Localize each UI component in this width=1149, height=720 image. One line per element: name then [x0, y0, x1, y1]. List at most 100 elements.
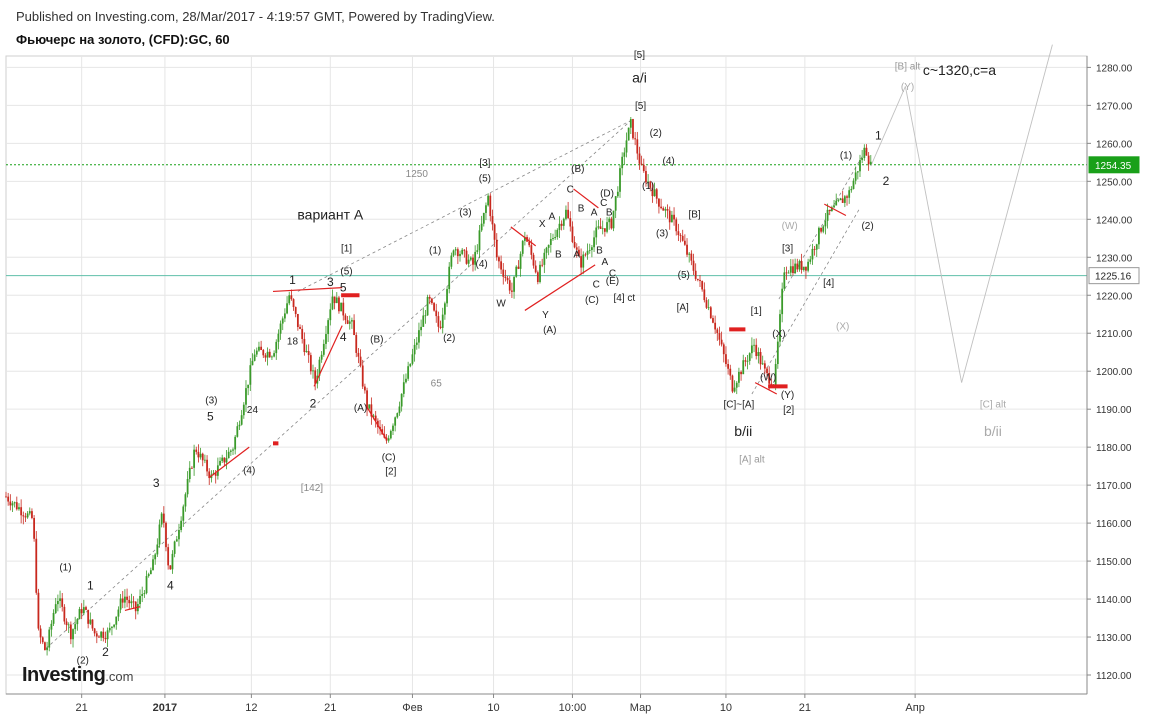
candle-body [253, 354, 256, 361]
candle-body [664, 209, 667, 211]
candle-body [266, 351, 269, 358]
candle-body [437, 316, 440, 327]
wave-label: (C) [585, 295, 599, 306]
wave-label: (E) [606, 276, 619, 287]
candle-body [20, 507, 23, 516]
candle-body [353, 320, 355, 336]
candle-body [517, 266, 520, 269]
candle-body [433, 303, 435, 311]
candle-body [699, 279, 701, 282]
candle-body [504, 276, 507, 278]
wave-label: b/ii [984, 423, 1002, 439]
last-price-badge [1088, 156, 1140, 174]
candle-body [355, 335, 358, 353]
candle-body [126, 596, 128, 600]
wave-label: [5] [635, 101, 646, 112]
candle-body [7, 496, 10, 502]
investing-logo: Investing.com [22, 664, 133, 687]
wave-label: X [539, 219, 546, 230]
candle-body [632, 119, 634, 139]
wave-label: (B) [571, 164, 584, 175]
candle-body [783, 272, 786, 289]
candle-body [195, 449, 198, 452]
projection-line [870, 86, 906, 167]
candle-body [363, 386, 366, 391]
reference-level-badge-label: 1225.16 [1095, 272, 1132, 283]
candles [5, 116, 872, 656]
wave-label: 1 [289, 273, 296, 287]
candle-body [536, 272, 539, 283]
wave-label: 65 [431, 378, 443, 389]
wave-label: C [567, 185, 574, 196]
candle-body [591, 247, 593, 251]
wave-label: (C) [382, 452, 396, 463]
candle-body [296, 313, 299, 327]
wave-label: [A] alt [739, 454, 765, 465]
candle-body [513, 276, 515, 292]
candle-body [121, 598, 124, 603]
wave-label: [4] [823, 278, 834, 289]
candle-body [521, 240, 524, 254]
y-axis: 1120.00 1130.00 1140.00 1150.00 1160.00 1170.… [1086, 56, 1140, 694]
wave-label: 4 [167, 579, 174, 593]
candle-body [288, 295, 291, 304]
candle-body [240, 415, 243, 425]
candle-body [608, 218, 611, 223]
x-tick-label: Апр [905, 702, 924, 714]
wave-label: A [602, 257, 609, 268]
candle-body [124, 596, 126, 603]
candle-body [219, 460, 221, 466]
reference-level-badge [1088, 267, 1140, 285]
candle-body [338, 297, 340, 312]
candle-body [495, 239, 498, 258]
y-tick-label: 1180.00 [1096, 443, 1132, 454]
wave-label: [2] [783, 405, 794, 416]
candle-body [597, 226, 600, 228]
candle-body [625, 140, 628, 153]
wave-label: (4) [476, 259, 488, 270]
candle-body [478, 230, 481, 251]
x-tick-label: 21 [799, 702, 811, 714]
candle-body [22, 515, 25, 517]
wave-label: [4] ct [613, 293, 635, 304]
candle-body [480, 223, 483, 231]
candle-body [191, 467, 193, 469]
logo-suffix: .com [105, 669, 134, 684]
candle-body [422, 315, 425, 327]
candle-body [128, 599, 131, 604]
x-axis: 21 2017 12 21 Фев 10 10:00 Мар 10 21 Апр [6, 693, 1087, 714]
wave-label: (X) [772, 329, 785, 340]
wave-label: (Y) [781, 390, 794, 401]
candle-body [415, 342, 418, 345]
candle-body [95, 633, 98, 637]
candle-body [530, 245, 533, 255]
candle-body [186, 479, 189, 495]
wave-label: (3) [656, 228, 668, 239]
candle-body [72, 629, 74, 640]
candle-body [826, 209, 829, 221]
candle-body [792, 266, 794, 274]
candle-body [370, 404, 373, 417]
candle-body [307, 351, 310, 356]
candle-body [93, 628, 96, 634]
candle-body [690, 253, 693, 261]
candle-body [171, 553, 174, 570]
candle-body [789, 266, 792, 273]
wave-label: (5) [479, 173, 491, 184]
candle-body [165, 522, 167, 548]
candle-body [154, 554, 157, 560]
candle-body [677, 231, 680, 236]
candle-body [113, 624, 115, 627]
candle-body [603, 228, 606, 232]
candle-body [312, 370, 314, 372]
candle-body [805, 266, 807, 271]
y-tick-label: 1130.00 [1096, 633, 1132, 644]
candle-body [431, 298, 433, 304]
candle-body [44, 642, 46, 651]
candle-body [279, 323, 282, 334]
candle-body [294, 307, 297, 314]
candle-body [692, 260, 695, 271]
candle-body [666, 209, 669, 211]
candle-body [24, 516, 27, 518]
candle-body [766, 368, 768, 373]
